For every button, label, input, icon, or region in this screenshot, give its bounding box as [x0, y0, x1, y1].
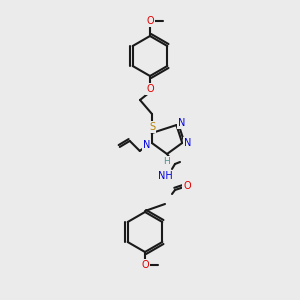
Text: N: N — [143, 140, 151, 150]
Text: NH: NH — [158, 171, 172, 181]
Text: O: O — [146, 16, 154, 26]
Text: N: N — [184, 138, 191, 148]
Text: O: O — [183, 181, 191, 191]
Text: O: O — [146, 84, 154, 94]
Text: H: H — [164, 157, 170, 166]
Text: O: O — [141, 260, 149, 270]
Text: S: S — [149, 122, 155, 132]
Text: N: N — [178, 118, 185, 128]
